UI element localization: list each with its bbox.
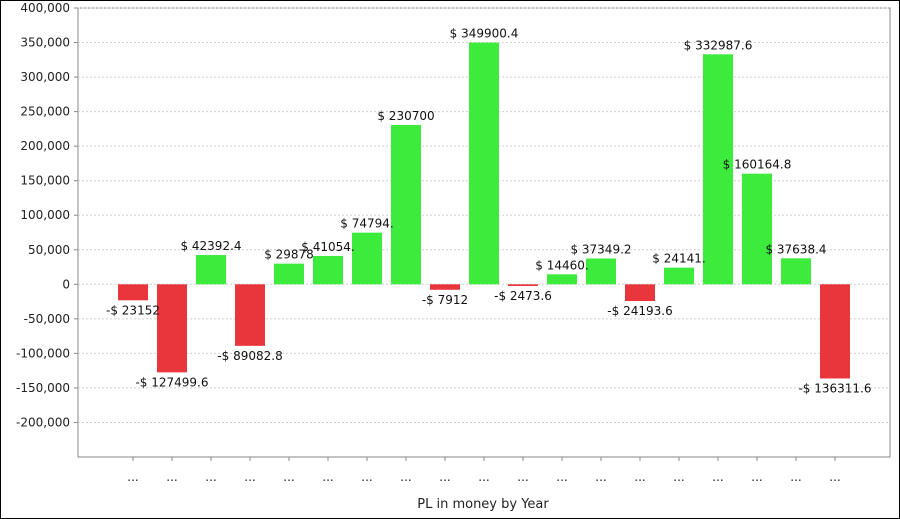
data-label: $ 37638.4 — [765, 242, 826, 256]
data-label: -$ 127499.6 — [135, 375, 208, 389]
bar[interactable] — [157, 284, 187, 373]
x-tick-label: ... — [127, 470, 138, 484]
data-label: -$ 89082.8 — [217, 349, 282, 363]
x-tick-label: ... — [205, 470, 216, 484]
data-label: $ 349900.4 — [450, 27, 519, 41]
y-tick-label: 300,000 — [20, 70, 70, 84]
y-tick-label: -200,000 — [16, 415, 70, 429]
bar[interactable] — [820, 284, 850, 379]
x-tick-label: ... — [400, 470, 411, 484]
x-axis-title: PL in money by Year — [417, 497, 549, 512]
data-label: $ 42392.4 — [180, 239, 241, 253]
data-label: -$ 23152 — [106, 303, 160, 317]
data-label: -$ 7912 — [422, 293, 468, 307]
bar[interactable] — [547, 274, 577, 285]
x-tick-label: ... — [634, 470, 645, 484]
x-tick-label: ... — [595, 470, 606, 484]
bar[interactable] — [313, 255, 343, 285]
x-tick-label: ... — [322, 470, 333, 484]
x-tick-label: ... — [673, 470, 684, 484]
data-label: $ 29878 — [264, 248, 314, 262]
x-tick-label: ... — [517, 470, 528, 484]
data-label: $ 24141. — [652, 252, 705, 266]
y-tick-label: -100,000 — [16, 346, 70, 360]
data-label: -$ 136311.6 — [798, 381, 871, 395]
bar[interactable] — [118, 284, 148, 301]
data-labels: -$ 23152 -$ 127499.6 $ 42392.4 -$ 89082.8 $ … — [106, 27, 872, 396]
bar[interactable] — [469, 42, 499, 285]
data-label: $ 41054. — [301, 240, 354, 254]
bar[interactable] — [781, 258, 811, 285]
bar[interactable] — [625, 284, 655, 302]
bar[interactable] — [235, 284, 265, 346]
x-tick-label: ... — [478, 470, 489, 484]
bar[interactable] — [586, 258, 616, 285]
x-tick-label: ... — [166, 470, 177, 484]
bar[interactable] — [430, 284, 460, 290]
x-tick-label: ... — [712, 470, 723, 484]
data-label: $ 37349.2 — [570, 243, 631, 257]
y-tick-label: -50,000 — [24, 312, 70, 326]
data-label: -$ 24193.6 — [607, 304, 672, 318]
bar[interactable] — [703, 54, 733, 285]
bar[interactable] — [196, 255, 226, 285]
data-label: -$ 2473.6 — [494, 289, 552, 303]
x-tick-label: ... — [556, 470, 567, 484]
data-label: $ 160164.8 — [723, 158, 792, 172]
data-label: $ 14460. — [535, 258, 588, 272]
x-tick-label: ... — [790, 470, 801, 484]
data-label: $ 230700 — [377, 109, 434, 123]
data-label: $ 74794. — [340, 217, 393, 231]
x-tick-label: ... — [829, 470, 840, 484]
y-tick-label: 200,000 — [20, 139, 70, 153]
y-tick-label: 150,000 — [20, 174, 70, 188]
y-tick-label: 0 — [62, 277, 70, 291]
y-axis: 400,000 350,000 300,000 250,000 200,000 150,0… — [16, 1, 78, 429]
bar[interactable] — [352, 232, 382, 285]
y-tick-label: 50,000 — [28, 243, 70, 257]
y-tick-label: 100,000 — [20, 208, 70, 222]
x-tick-label: ... — [283, 470, 294, 484]
data-label: $ 332987.6 — [684, 38, 753, 52]
y-tick-label: 250,000 — [20, 105, 70, 119]
bar[interactable] — [391, 124, 421, 285]
y-tick-label: 350,000 — [20, 36, 70, 50]
bar[interactable] — [274, 263, 304, 285]
x-axis: ........................................… — [127, 457, 841, 484]
bar[interactable] — [742, 173, 772, 285]
x-tick-label: ... — [439, 470, 450, 484]
y-tick-label: -150,000 — [16, 381, 70, 395]
bar[interactable] — [664, 267, 694, 285]
x-tick-label: ... — [244, 470, 255, 484]
x-tick-label: ... — [751, 470, 762, 484]
y-tick-label: 400,000 — [20, 1, 70, 15]
x-tick-label: ... — [361, 470, 372, 484]
bar[interactable] — [508, 284, 538, 287]
bars — [118, 42, 850, 379]
